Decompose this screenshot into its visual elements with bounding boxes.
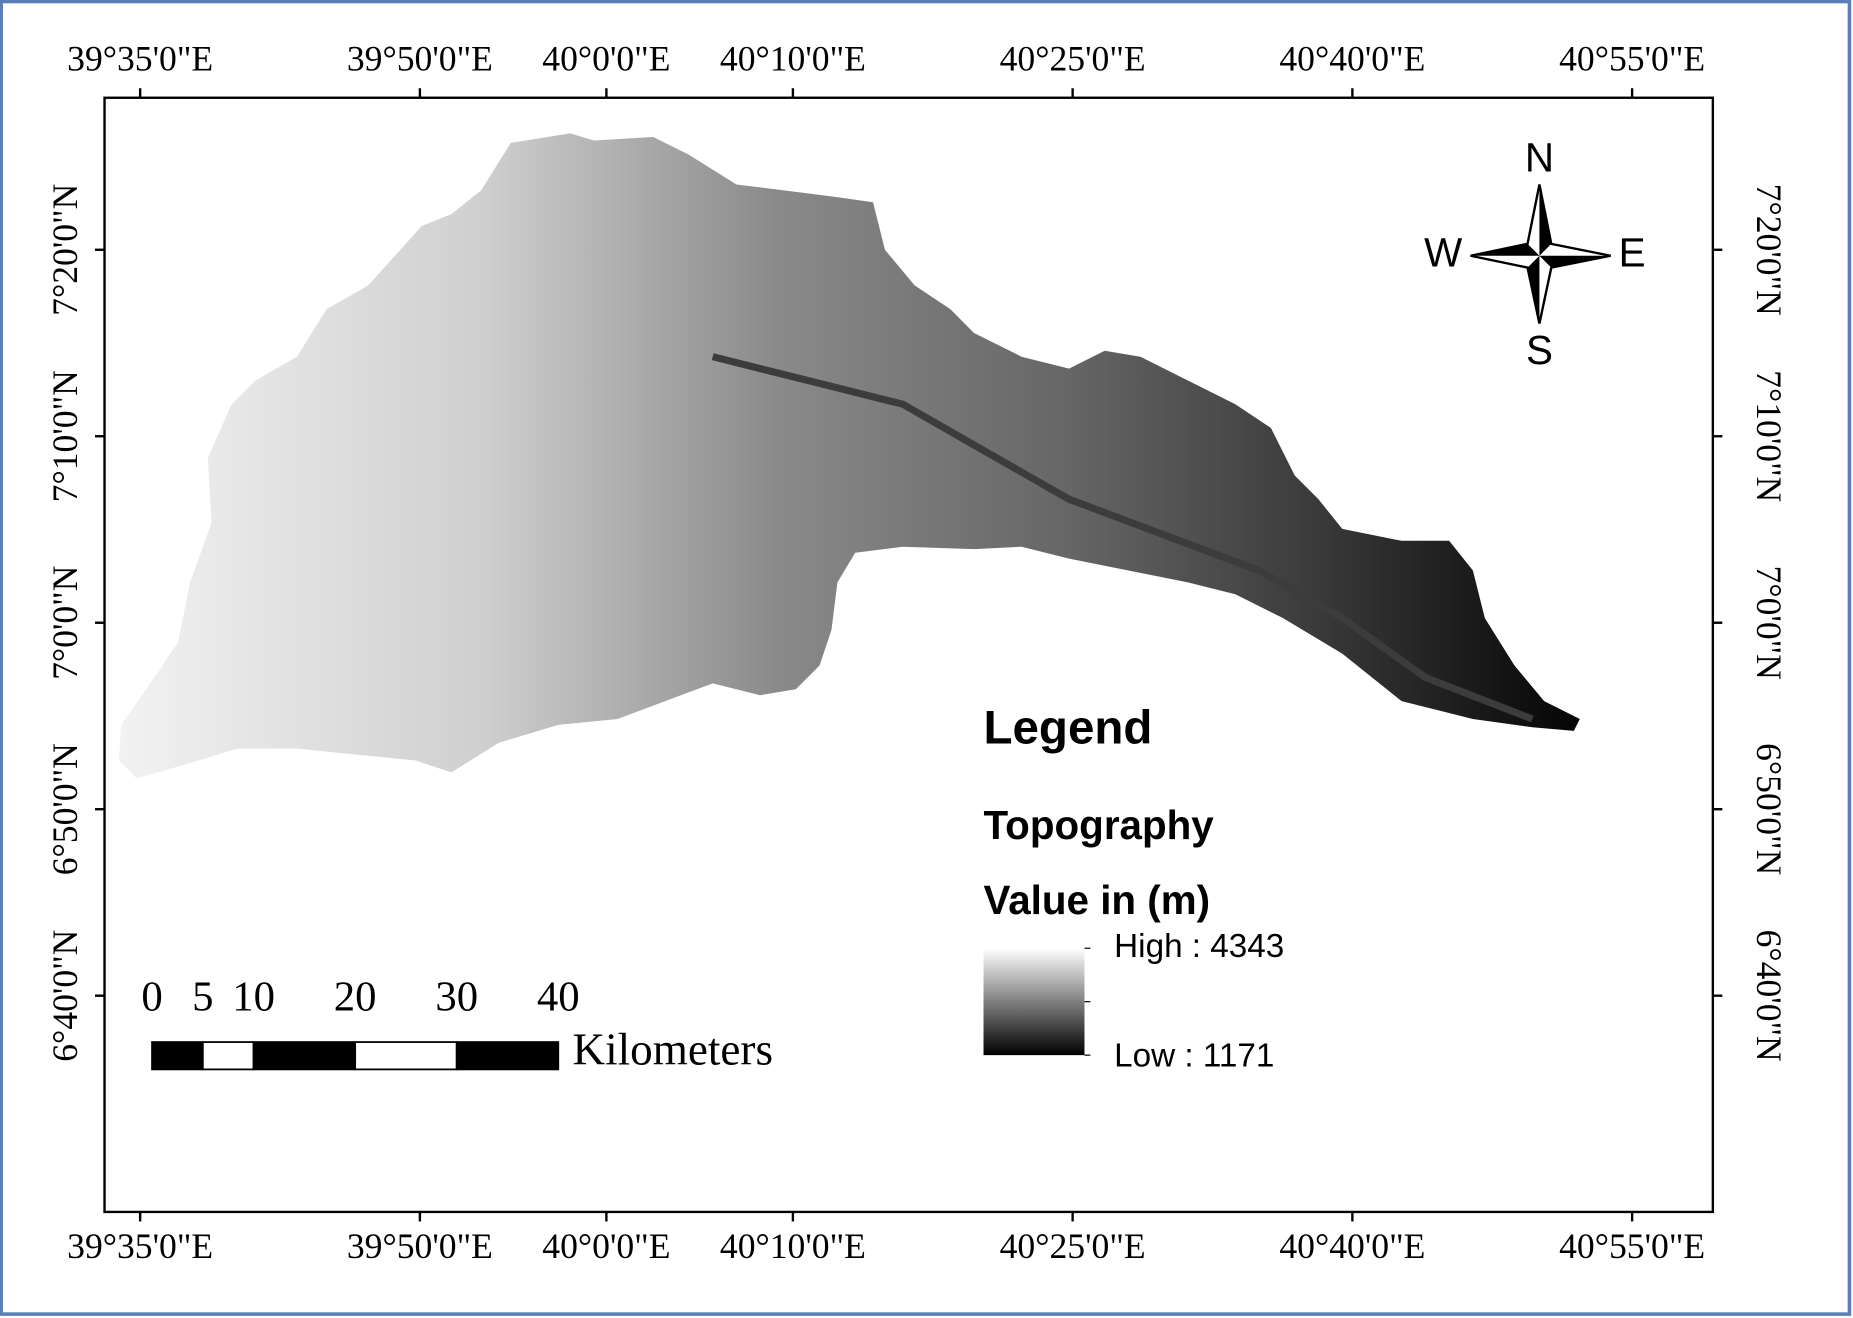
scale-segment [455,1041,560,1071]
scale-label: 20 [334,973,377,1020]
y-tick-label: 7°10'0"N [1749,370,1789,502]
y-tick-label: 6°50'0"N [45,743,85,875]
x-tick-label: 40°40'0"E [1279,38,1425,78]
scale-segment [151,1041,204,1071]
legend-ramp [983,948,1085,1056]
y-tick-label: 6°40'0"N [45,930,85,1062]
legend-high: High : 4343 [1114,928,1284,965]
scale-label: 10 [232,973,275,1020]
compass-n: N [1525,134,1554,180]
legend: Legend Topography Value in (m) High : 43… [983,701,1284,1074]
y-tick-label: 7°10'0"N [45,370,85,502]
compass-s: S [1526,327,1553,373]
scale-segment [201,1041,255,1071]
x-tick-label: 40°25'0"E [1000,1226,1146,1266]
compass-e: E [1619,229,1646,275]
y-tick-label: 7°0'0"N [45,566,85,680]
legend-low: Low : 1171 [1114,1037,1274,1074]
x-tick-label: 40°55'0"E [1559,1226,1705,1266]
y-tick-label: 6°50'0"N [1749,743,1789,875]
scale-unit: Kilometers [573,1024,774,1074]
x-tick-label: 40°0'0"E [542,1226,670,1266]
legend-layer: Topography [984,802,1215,848]
scale-segment [252,1041,357,1071]
x-tick-label: 40°55'0"E [1559,38,1705,78]
scale-label: 0 [141,973,162,1020]
y-tick-label: 7°20'0"N [1749,184,1789,316]
x-tick-label: 39°35'0"E [67,38,213,78]
compass-w: W [1424,229,1462,275]
x-tick-label: 39°35'0"E [67,1226,213,1266]
x-tick-label: 40°25'0"E [1000,38,1146,78]
scale-label: 30 [435,973,478,1020]
x-tick-label: 40°40'0"E [1279,1226,1425,1266]
legend-title: Legend [984,701,1153,754]
scale-label: 5 [192,973,213,1020]
scale-segment [354,1041,458,1071]
x-tick-label: 39°50'0"E [347,38,493,78]
x-tick-label: 40°10'0"E [720,1226,866,1266]
x-tick-label: 40°10'0"E [720,38,866,78]
legend-field: Value in (m) [984,877,1211,923]
y-tick-label: 7°20'0"N [45,184,85,316]
watershed-dem [118,133,1580,779]
y-tick-label: 6°40'0"N [1749,930,1789,1062]
compass: N S E W [1424,134,1645,372]
x-tick-label: 39°50'0"E [347,1226,493,1266]
river-channel [711,353,1534,723]
scale-label: 40 [537,973,580,1020]
y-tick-label: 7°0'0"N [1749,566,1789,680]
map-frame [103,96,1715,1214]
x-tick-label: 40°0'0"E [542,38,670,78]
